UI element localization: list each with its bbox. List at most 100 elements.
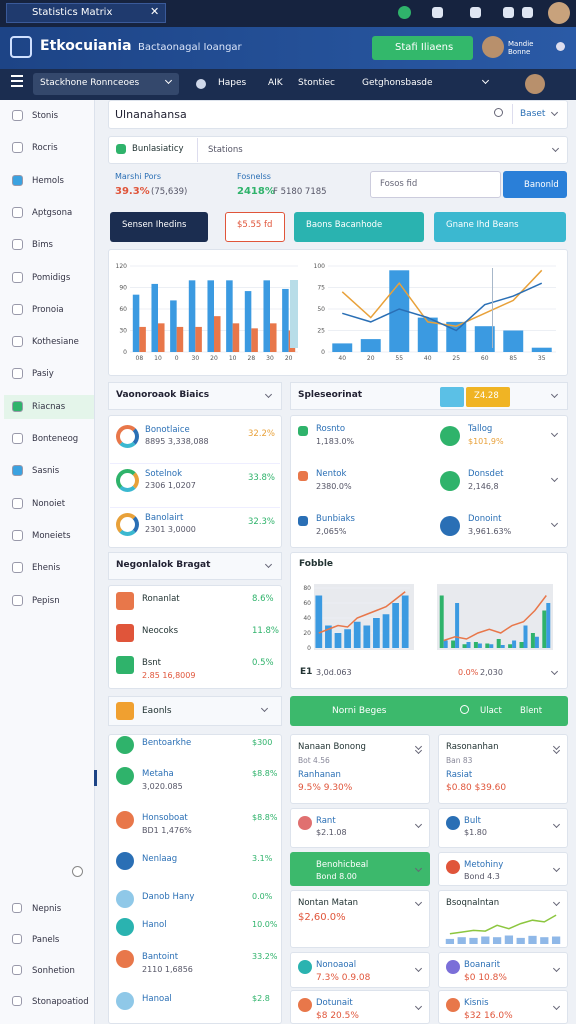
x-tick-label: 20 bbox=[285, 355, 293, 362]
search-icon[interactable] bbox=[494, 108, 503, 117]
nav-item[interactable]: Hapes bbox=[218, 78, 247, 88]
side-item[interactable]: Sonhetion bbox=[32, 966, 75, 976]
x-tick-label: 08 bbox=[136, 355, 144, 362]
search-placeholder[interactable]: Fosos fid bbox=[380, 179, 418, 189]
side-item[interactable]: Rocris bbox=[32, 143, 58, 154]
filter-tab[interactable] bbox=[110, 138, 198, 162]
filter-select[interactable]: Stations bbox=[208, 145, 243, 155]
close[interactable]: ✕ bbox=[150, 5, 160, 18]
action-button[interactable] bbox=[294, 212, 424, 242]
side-item[interactable]: Panels bbox=[32, 935, 60, 945]
y-tick-label: 90 bbox=[119, 285, 127, 292]
side-item[interactable]: Stonis bbox=[32, 111, 59, 121]
action-label[interactable]: $5.55 fd bbox=[237, 220, 273, 230]
card-sub: Ban 83 bbox=[446, 756, 473, 765]
page-title: Ulnanahansa bbox=[115, 108, 187, 121]
side-item[interactable]: Stonapoatiod bbox=[32, 997, 89, 1007]
search-icon[interactable] bbox=[460, 705, 469, 714]
side-item[interactable]: Aptgsona bbox=[32, 207, 73, 218]
action-label[interactable]: Gnane Ihd Beans bbox=[446, 220, 519, 230]
nav-avatar bbox=[525, 74, 545, 94]
side-item[interactable]: Kothesiane bbox=[32, 337, 79, 348]
bar bbox=[523, 625, 528, 648]
budget-icon bbox=[116, 592, 134, 610]
tab[interactable] bbox=[6, 3, 166, 23]
card-icon bbox=[298, 816, 312, 830]
bar bbox=[551, 936, 561, 944]
list-icon bbox=[116, 992, 134, 1010]
side-item[interactable]: Ehenis bbox=[32, 563, 61, 574]
nav-item[interactable]: Getghonsbasde bbox=[362, 78, 433, 88]
header-button[interactable] bbox=[372, 36, 473, 60]
nav-item[interactable]: Stontiec bbox=[298, 78, 335, 88]
bar bbox=[363, 625, 371, 648]
side-item[interactable]: Sasnis bbox=[32, 466, 60, 477]
panel-title: Fobble bbox=[299, 559, 334, 569]
header bbox=[0, 27, 576, 69]
side-item[interactable]: Pomidigs bbox=[32, 272, 71, 283]
action-button[interactable] bbox=[434, 212, 566, 242]
bar bbox=[485, 643, 490, 648]
action-button[interactable] bbox=[225, 212, 285, 242]
action-label[interactable]: Baons Bacanhode bbox=[306, 220, 383, 230]
side-item[interactable]: Moneiets bbox=[32, 530, 71, 541]
toolbar-icon bbox=[522, 7, 533, 18]
nav-select[interactable] bbox=[33, 73, 179, 95]
header-button-label[interactable]: Stafi Iliaens bbox=[395, 42, 454, 53]
line bbox=[342, 282, 543, 332]
card-value: 9.5% 9.30% bbox=[298, 783, 353, 793]
side-item[interactable]: Nepnis bbox=[32, 904, 62, 914]
search-input[interactable] bbox=[370, 171, 501, 198]
item-value: 2380.0% bbox=[316, 482, 352, 491]
bar bbox=[542, 610, 547, 648]
x-tick-label: 40 bbox=[338, 355, 346, 362]
bar bbox=[451, 640, 456, 648]
badge-icon[interactable] bbox=[440, 387, 464, 407]
item-value: 1,183.0% bbox=[316, 437, 355, 446]
bar bbox=[334, 633, 342, 648]
badge-label[interactable]: Z4.28 bbox=[474, 391, 499, 401]
side-icon bbox=[12, 433, 23, 444]
side-item[interactable]: Bims bbox=[32, 240, 53, 251]
side-icon bbox=[12, 142, 23, 154]
green-bar-search[interactable]: Ulact bbox=[480, 706, 502, 716]
filter-tab-label[interactable]: Bunlasiaticy bbox=[132, 144, 184, 154]
list-card bbox=[108, 734, 282, 1024]
tab-title[interactable]: Statistics Matrix bbox=[32, 7, 113, 18]
info-card bbox=[290, 952, 430, 988]
card-title: Nontan Matan bbox=[298, 898, 359, 908]
item-value: 2,146,8 bbox=[468, 482, 499, 491]
bar bbox=[244, 291, 252, 352]
badge[interactable] bbox=[466, 387, 510, 407]
item-name: Nentok bbox=[316, 469, 347, 479]
row-value: 2301 3,0000 bbox=[145, 525, 196, 534]
split-card bbox=[290, 415, 568, 548]
search-button-label[interactable]: Banonld bbox=[524, 180, 559, 190]
side-item[interactable]: Nonoiet bbox=[32, 498, 66, 509]
bar bbox=[263, 280, 270, 352]
side-item[interactable]: Riacnas bbox=[32, 401, 66, 412]
bar bbox=[139, 326, 146, 352]
foot-value: 2,030 bbox=[480, 668, 503, 677]
nav-select-label[interactable]: Stackhone Ronnceoes bbox=[40, 78, 140, 88]
side-item[interactable]: Hemols bbox=[32, 175, 64, 186]
list-icon bbox=[116, 950, 134, 968]
card-icon bbox=[446, 998, 460, 1012]
item-name: Donsdet bbox=[468, 469, 504, 479]
bar bbox=[503, 330, 524, 352]
search-button[interactable] bbox=[503, 171, 567, 198]
filter[interactable] bbox=[512, 104, 564, 124]
side-item[interactable]: Pronoia bbox=[32, 304, 64, 315]
side-item[interactable]: Pepisn bbox=[32, 595, 60, 606]
side-item[interactable]: Bonteneog bbox=[32, 434, 79, 444]
nav-item[interactable]: AIK bbox=[268, 78, 283, 88]
green-bar-button[interactable]: Blent bbox=[520, 706, 543, 716]
line bbox=[449, 914, 557, 935]
filter-label[interactable]: Baset bbox=[520, 109, 546, 119]
action-label[interactable]: Sensen Ihedins bbox=[122, 220, 187, 230]
chart bbox=[445, 914, 561, 944]
list-name: Hanoal bbox=[142, 994, 172, 1004]
action-button[interactable] bbox=[110, 212, 208, 242]
budget-pct: 0.5% bbox=[252, 658, 274, 668]
side-item[interactable]: Pasiy bbox=[32, 369, 54, 380]
